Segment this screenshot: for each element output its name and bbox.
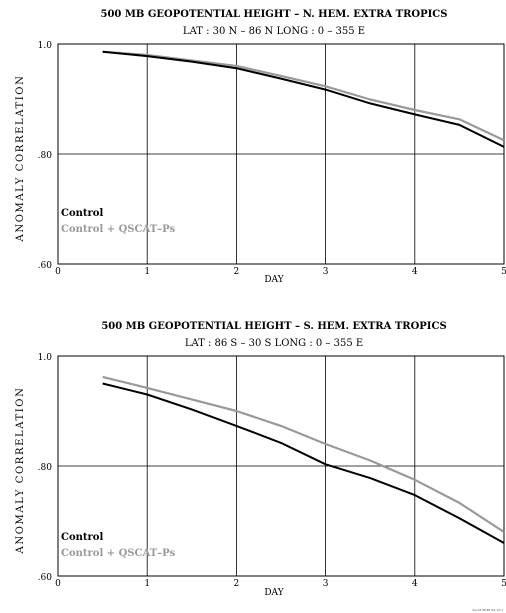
y-tick-label: 1.0 — [38, 353, 53, 363]
x-tick-label: 0 — [55, 579, 61, 589]
x-tick-label: 1 — [144, 579, 150, 589]
y-tick-label: .80 — [38, 463, 53, 473]
legend-control: Control — [61, 208, 103, 219]
x-tick-label: 1 — [144, 267, 150, 277]
y-axis-label: ANOMALY CORRELATION — [15, 75, 26, 243]
x-tick-label: 5 — [501, 267, 506, 277]
chart-subtitle: LAT : 30 N – 86 N LONG : 0 – 355 E — [183, 26, 365, 37]
y-tick-label: .60 — [38, 261, 53, 271]
chart-1: 500 MB GEOPOTENTIAL HEIGHT – N. HEM. EXT… — [15, 9, 506, 285]
legend-control: Control — [61, 532, 103, 543]
x-axis-label: DAY — [264, 275, 284, 285]
y-tick-label: .80 — [38, 151, 53, 161]
x-tick-label: 4 — [412, 579, 418, 589]
chart-subtitle: LAT : 86 S – 30 S LONG : 0 – 355 E — [185, 338, 363, 349]
x-tick-label: 0 — [55, 267, 61, 277]
x-tick-label: 2 — [234, 267, 240, 277]
y-tick-label: 1.0 — [38, 41, 53, 51]
x-tick-label: 3 — [323, 579, 329, 589]
chart-2: 500 MB GEOPOTENTIAL HEIGHT – S. HEM. EXT… — [15, 321, 506, 598]
y-axis-label: ANOMALY CORRELATION — [15, 387, 26, 555]
x-axis-label: DAY — [264, 588, 284, 598]
x-tick-label: 2 — [234, 579, 240, 589]
legend-qscat: Control + QSCAT–Ps — [61, 224, 176, 235]
legend-qscat: Control + QSCAT–Ps — [61, 548, 176, 559]
chart-title: 500 MB GEOPOTENTIAL HEIGHT – N. HEM. EXT… — [101, 9, 448, 20]
footer-text: Sacc8 NCEP 09-13-1 — [472, 608, 503, 612]
series-control-line — [102, 382, 505, 544]
series-qscat-line — [102, 50, 505, 142]
chart-title: 500 MB GEOPOTENTIAL HEIGHT – S. HEM. EXT… — [101, 321, 446, 332]
x-tick-label: 4 — [412, 267, 418, 277]
series-qscat-line — [102, 375, 505, 533]
x-tick-label: 5 — [501, 579, 506, 589]
y-tick-label: .60 — [38, 573, 53, 583]
x-tick-label: 3 — [323, 267, 329, 277]
series-control-line — [102, 50, 505, 148]
